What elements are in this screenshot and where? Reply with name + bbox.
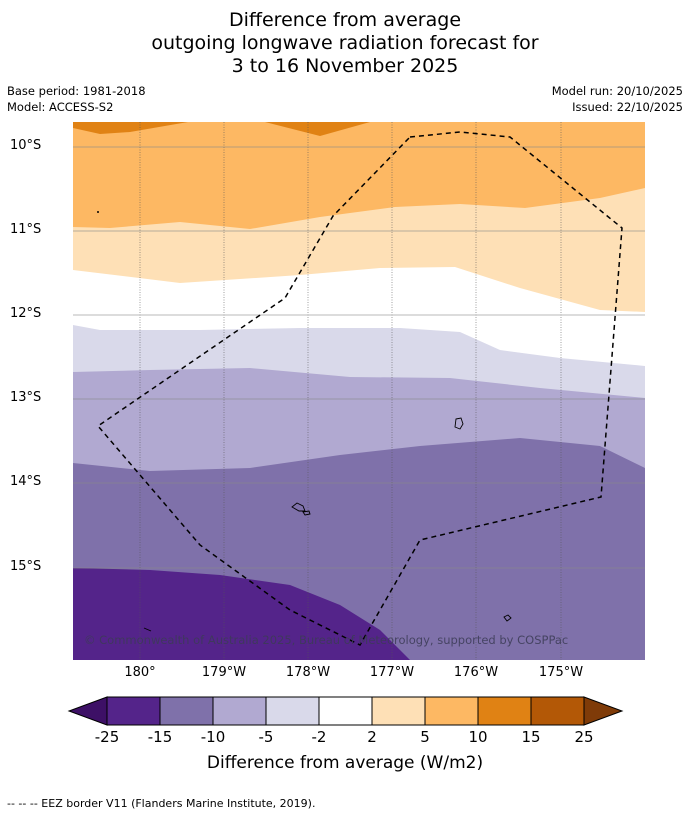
colorbar-segments — [67, 696, 624, 726]
lat-label-13s: 13°S — [10, 390, 42, 405]
islet-north — [97, 211, 99, 213]
colorbar-segment — [424, 696, 479, 726]
cb-label-5: 5 — [420, 728, 430, 746]
cb-label-neg15: -15 — [147, 728, 173, 746]
lat-label-14s: 14°S — [10, 474, 42, 489]
island-south-west — [143, 627, 152, 632]
cb-label-neg25: -25 — [94, 728, 120, 746]
colorbar-extend-low — [67, 696, 108, 726]
latitude-gridlines — [73, 146, 645, 569]
anomaly-map — [73, 122, 645, 660]
lat-label-11s: 11°S — [10, 222, 42, 237]
islands — [143, 417, 512, 632]
colorbar-segment — [371, 696, 426, 726]
cb-label-neg2: -2 — [311, 728, 327, 746]
colorbar-segment — [159, 696, 214, 726]
lon-label-177w: 177°W — [369, 665, 415, 680]
cb-label-15: 15 — [521, 728, 541, 746]
band-dark-orange-left — [73, 122, 188, 134]
lat-label-12s: 12°S — [10, 306, 42, 321]
lat-label-10s: 10°S — [10, 138, 42, 153]
title-line-3: 3 to 16 November 2025 — [231, 55, 459, 77]
colorbar-segment — [477, 696, 532, 726]
colorbar — [67, 696, 624, 726]
lat-label-15s: 15°S — [10, 559, 42, 574]
eez-footnote: -- -- -- EEZ border V11 (Flanders Marine… — [7, 797, 316, 810]
band-orange — [73, 122, 645, 229]
lon-label-175w: 175°W — [538, 665, 584, 680]
eez-border — [96, 131, 623, 646]
model-name: Model: ACCESS-S2 — [7, 100, 114, 114]
title-line-1: Difference from average — [228, 9, 462, 31]
longitude-gridlines — [139, 122, 562, 660]
cb-label-25: 25 — [574, 728, 594, 746]
colorbar-segment — [530, 696, 585, 726]
cb-label-10: 10 — [468, 728, 488, 746]
island-south-east — [503, 614, 512, 622]
model-run: Model run: 20/10/2025 — [551, 84, 683, 98]
cb-label-neg10: -10 — [200, 728, 226, 746]
band-dark-orange-mid — [265, 122, 370, 136]
copyright-notice: © Commonwealth of Australia 2025, Bureau… — [84, 633, 569, 647]
base-period: Base period: 1981-2018 — [7, 84, 146, 98]
colorbar-segment — [106, 696, 161, 726]
colorbar-extend-high — [583, 696, 624, 726]
issued-date: Issued: 22/10/2025 — [572, 100, 683, 114]
title-line-2: outgoing longwave radiation forecast for — [151, 32, 539, 54]
band-dark-purple — [73, 568, 410, 660]
lon-label-180: 180° — [124, 665, 156, 680]
cb-label-neg5: -5 — [258, 728, 274, 746]
cb-label-2: 2 — [367, 728, 377, 746]
colorbar-segment — [212, 696, 267, 726]
lon-label-178w: 178°W — [285, 665, 331, 680]
island-east — [454, 417, 464, 430]
lon-label-176w: 176°W — [453, 665, 499, 680]
island-west-a — [291, 502, 306, 512]
colorbar-segment — [318, 696, 373, 726]
colorbar-title: Difference from average (W/m2) — [206, 753, 484, 773]
lon-label-179w: 179°W — [201, 665, 247, 680]
colorbar-segment — [265, 696, 320, 726]
island-west-b — [302, 510, 311, 516]
